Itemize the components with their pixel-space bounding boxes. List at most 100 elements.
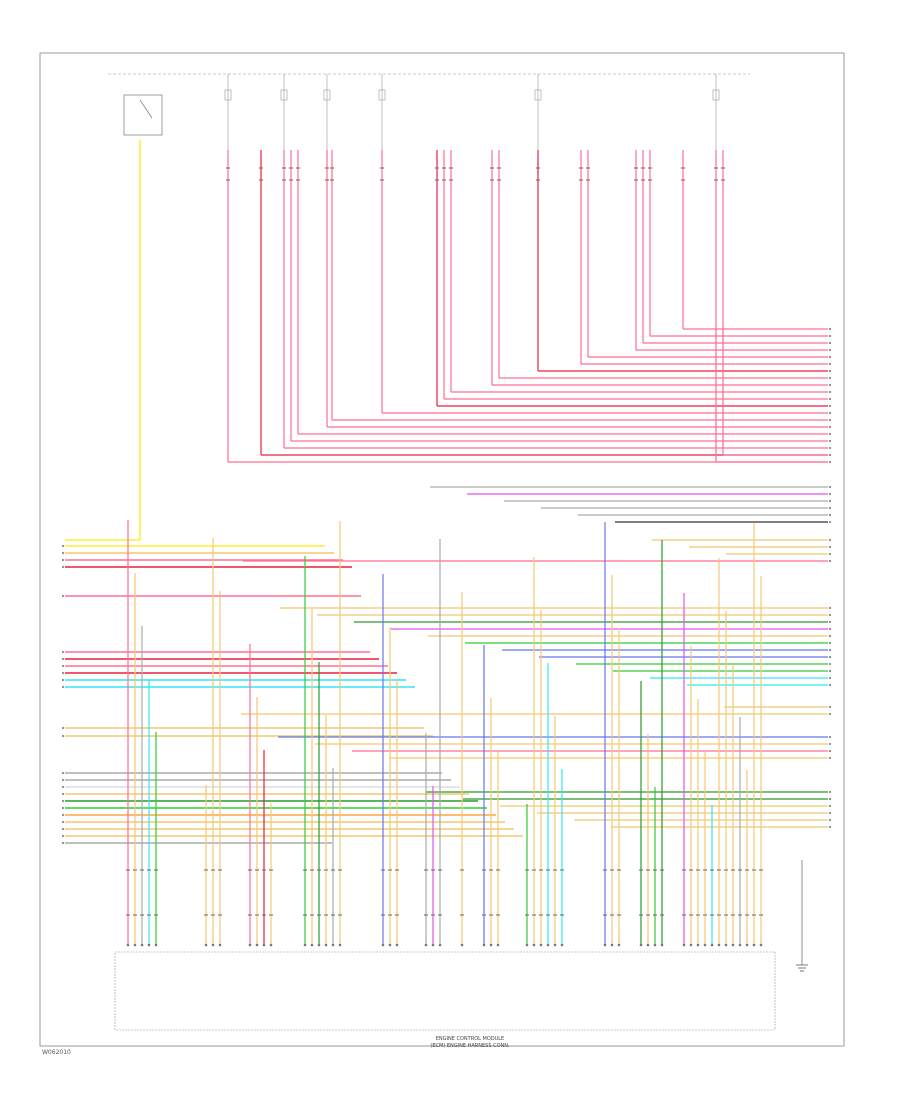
connector-pin-layer bbox=[61, 167, 832, 947]
terminal-dot bbox=[828, 797, 832, 801]
ecm-pin bbox=[525, 943, 529, 947]
terminal-dot bbox=[61, 657, 65, 661]
terminal-dot bbox=[828, 460, 832, 464]
terminal-dot bbox=[61, 726, 65, 730]
terminal-dot bbox=[828, 655, 832, 659]
ecm-pin bbox=[310, 943, 314, 947]
ecm-pin bbox=[738, 943, 742, 947]
ecm-pin bbox=[303, 943, 307, 947]
terminal-dot bbox=[828, 620, 832, 624]
terminal-dot bbox=[828, 545, 832, 549]
terminal-dot bbox=[828, 606, 832, 610]
terminal-dot bbox=[828, 705, 832, 709]
ecm-pin bbox=[660, 943, 664, 947]
ecm-pin bbox=[126, 943, 130, 947]
terminal-dot bbox=[828, 662, 832, 666]
ecm-pin bbox=[610, 943, 614, 947]
terminal-dot bbox=[61, 820, 65, 824]
figure-id: W062010 bbox=[42, 1049, 71, 1056]
terminal-dot bbox=[828, 790, 832, 794]
terminal-dot bbox=[61, 558, 65, 562]
ecm-pin bbox=[388, 943, 392, 947]
ecm-pin bbox=[646, 943, 650, 947]
ecm-pin bbox=[752, 943, 756, 947]
terminal-dot bbox=[61, 785, 65, 789]
terminal-dot bbox=[828, 513, 832, 517]
fuse-symbol bbox=[280, 89, 288, 101]
ecm-pin bbox=[248, 943, 252, 947]
module-subtitle: (ECM) ENGINE HARNESS CONN. bbox=[430, 1043, 510, 1049]
terminal-dot bbox=[61, 734, 65, 738]
terminal-dot bbox=[828, 552, 832, 556]
ecm-pin bbox=[731, 943, 735, 947]
terminal-dot bbox=[61, 650, 65, 654]
fuse-symbol bbox=[712, 89, 720, 101]
terminal-dot bbox=[828, 804, 832, 808]
terminal-dot bbox=[828, 397, 832, 401]
terminal-dot bbox=[828, 383, 832, 387]
terminal-dot bbox=[61, 594, 65, 598]
ecm-pin bbox=[482, 943, 486, 947]
terminal-dot bbox=[828, 811, 832, 815]
ecm-pin bbox=[546, 943, 550, 947]
ecm-pin bbox=[431, 943, 435, 947]
terminal-dot bbox=[828, 439, 832, 443]
ecm-pin bbox=[653, 943, 657, 947]
ecm-pin bbox=[617, 943, 621, 947]
terminal-dot bbox=[828, 485, 832, 489]
ecm-pin bbox=[395, 943, 399, 947]
ecm-pin bbox=[682, 943, 686, 947]
ecm-pin bbox=[539, 943, 543, 947]
terminal-dot bbox=[61, 813, 65, 817]
terminal-dot bbox=[828, 425, 832, 429]
ecm-pin bbox=[560, 943, 564, 947]
ecm-pin bbox=[140, 943, 144, 947]
terminal-dot bbox=[828, 432, 832, 436]
terminal-dot bbox=[61, 827, 65, 831]
ecm-pin bbox=[147, 943, 151, 947]
terminal-dot bbox=[828, 327, 832, 331]
ecm-pin bbox=[438, 943, 442, 947]
ecm-pin bbox=[133, 943, 137, 947]
terminal-dot bbox=[828, 676, 832, 680]
terminal-dot bbox=[61, 551, 65, 555]
terminal-dot bbox=[828, 634, 832, 638]
ecm-pin bbox=[710, 943, 714, 947]
wire-layer bbox=[65, 140, 828, 945]
ecm-pin bbox=[703, 943, 707, 947]
ecm-pin bbox=[689, 943, 693, 947]
terminal-dot bbox=[828, 559, 832, 563]
terminal-dot bbox=[61, 671, 65, 675]
terminal-dot bbox=[828, 334, 832, 338]
terminal-dot bbox=[61, 834, 65, 838]
ecm-pin bbox=[553, 943, 557, 947]
ecm-pin bbox=[724, 943, 728, 947]
terminal-dot bbox=[828, 369, 832, 373]
terminal-dot bbox=[61, 544, 65, 548]
switch-symbol bbox=[123, 94, 163, 136]
terminal-dot bbox=[828, 506, 832, 510]
terminal-dot bbox=[828, 712, 832, 716]
terminal-dot bbox=[828, 348, 832, 352]
terminal-dot bbox=[61, 792, 65, 796]
terminal-dot bbox=[828, 453, 832, 457]
terminal-dot bbox=[828, 749, 832, 753]
terminal-dot bbox=[828, 390, 832, 394]
ecm-pin bbox=[317, 943, 321, 947]
terminal-dot bbox=[828, 492, 832, 496]
terminal-dot bbox=[828, 499, 832, 503]
ecm-pin bbox=[639, 943, 643, 947]
ecm-pin bbox=[460, 943, 464, 947]
ecm-pin bbox=[717, 943, 721, 947]
terminal-dot bbox=[61, 841, 65, 845]
terminal-dot bbox=[828, 825, 832, 829]
terminal-dot bbox=[828, 418, 832, 422]
terminal-dot bbox=[61, 565, 65, 569]
terminal-dot bbox=[828, 520, 832, 524]
fuse-symbol bbox=[534, 89, 542, 101]
ecm-pin bbox=[696, 943, 700, 947]
ecm-pin bbox=[603, 943, 607, 947]
terminal-dot bbox=[828, 648, 832, 652]
terminal-dot bbox=[828, 411, 832, 415]
